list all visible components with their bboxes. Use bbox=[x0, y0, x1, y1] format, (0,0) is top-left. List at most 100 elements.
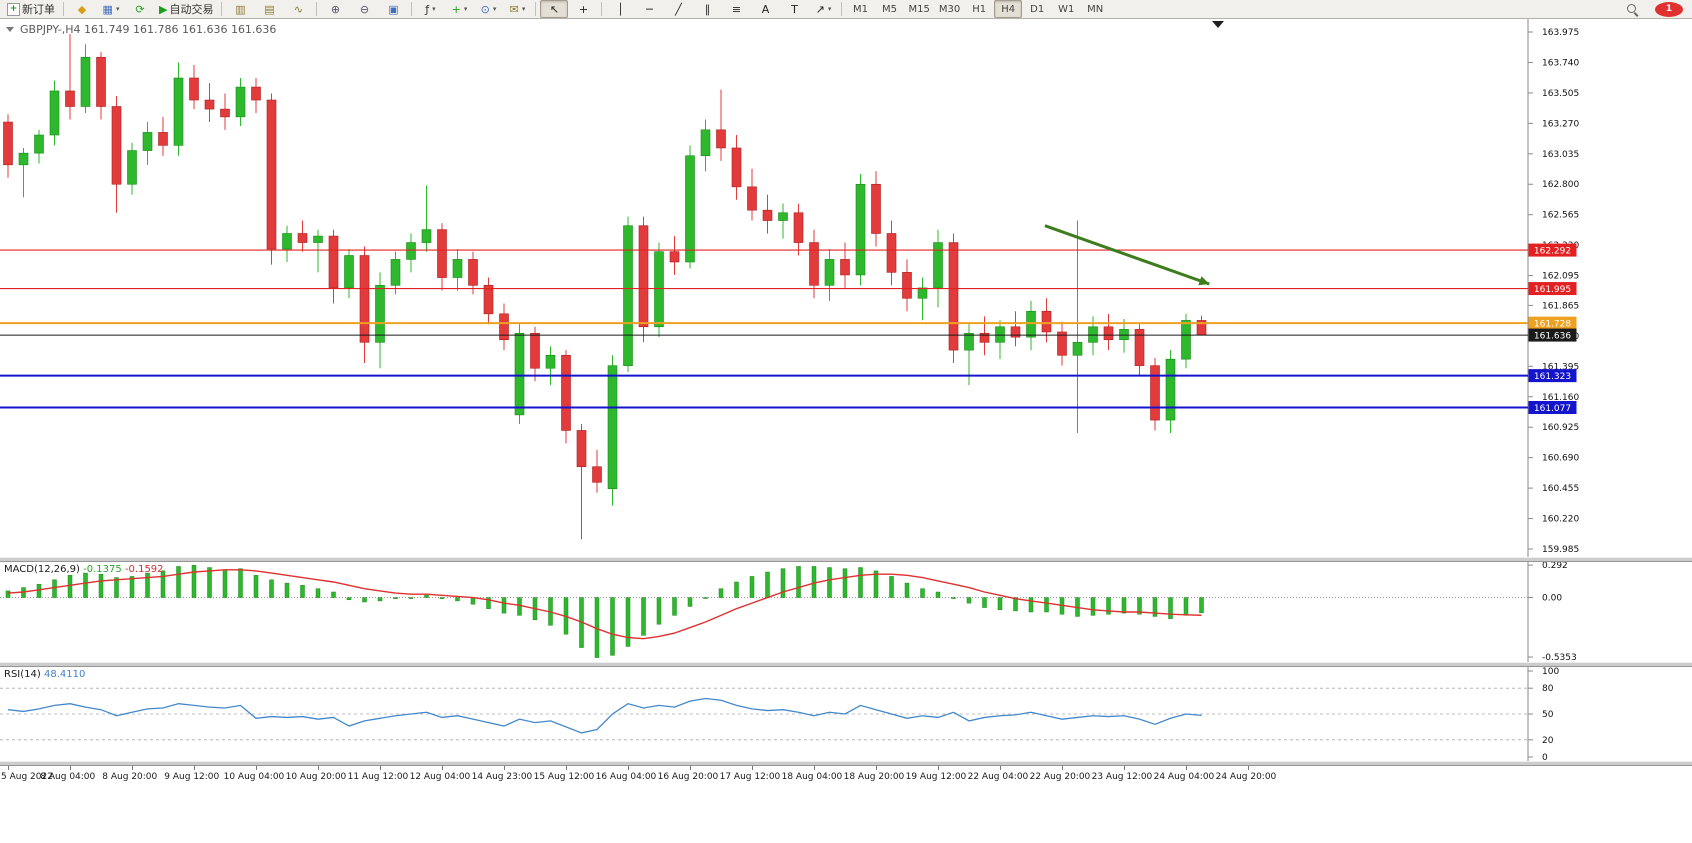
candlestick-chart-button[interactable]: ▤ bbox=[255, 0, 283, 18]
chart-collapse-icon[interactable] bbox=[6, 27, 14, 32]
time-axis-label: 17 Aug 12:00 bbox=[719, 772, 781, 782]
mql5-wizard-button[interactable]: ◆ bbox=[68, 0, 96, 18]
dropdown-caret-icon: ▾ bbox=[827, 5, 832, 13]
timeframe-w1-button[interactable]: W1 bbox=[1052, 0, 1080, 18]
new-chart-button[interactable]: ▦ ▾ bbox=[97, 0, 125, 18]
timeframe-h4-button-label: H4 bbox=[1001, 3, 1016, 15]
chart-window[interactable]: 163.975 163.740 163.505 163.270 163.035 162.8… bbox=[0, 19, 1692, 786]
timeframe-h1-button[interactable]: H1 bbox=[965, 0, 993, 18]
panel-separator[interactable] bbox=[0, 557, 1692, 562]
vertical-line-button[interactable]: │ bbox=[606, 0, 634, 18]
templates-button[interactable]: ✉ ▾ bbox=[503, 0, 531, 18]
bar-chart-button[interactable]: ▥ bbox=[226, 0, 254, 18]
timeframe-m5-button[interactable]: M5 bbox=[875, 0, 903, 18]
channel-icon: ∥ bbox=[704, 2, 711, 16]
rsi-value: 48.4110 bbox=[43, 669, 86, 680]
price-tick-label: 163.035 bbox=[1542, 150, 1579, 160]
candlestick bbox=[127, 150, 137, 185]
candlestick bbox=[685, 155, 695, 263]
zoom-in-button[interactable]: ⊕ bbox=[321, 0, 349, 18]
tile-windows-button[interactable]: ▣ bbox=[379, 0, 407, 18]
candlestick bbox=[561, 354, 571, 431]
channel-button[interactable]: ∥ bbox=[693, 0, 721, 18]
macd-tick-label: 0.292 bbox=[1542, 562, 1568, 571]
vertical-line-icon: │ bbox=[617, 2, 624, 16]
timeframe-h4-button[interactable]: H4 bbox=[994, 0, 1023, 18]
new-order-button[interactable]: + 新订单 bbox=[3, 0, 59, 18]
macd-histogram-bar bbox=[610, 597, 615, 656]
macd-histogram-bar bbox=[1152, 597, 1158, 617]
indicators-button[interactable]: ƒ ▾ bbox=[416, 0, 444, 18]
text-button[interactable]: A bbox=[751, 0, 779, 18]
crosshair-button[interactable]: + bbox=[569, 0, 597, 18]
price-chart-panel[interactable]: 163.975 163.740 163.505 163.270 163.035 162.8… bbox=[0, 19, 1692, 557]
price-tick-label: 160.455 bbox=[1542, 484, 1579, 494]
periods-button[interactable]: ⊙ ▾ bbox=[474, 0, 502, 18]
timeframe-m1-button[interactable]: M1 bbox=[846, 0, 874, 18]
indicators-icon: ƒ bbox=[425, 2, 430, 16]
time-axis-label: 9 Aug 12:00 bbox=[164, 772, 220, 782]
horizontal-line-button[interactable]: ─ bbox=[635, 0, 663, 18]
macd-histogram-bar bbox=[222, 569, 228, 598]
timeframe-w1-button-label: W1 bbox=[1058, 3, 1075, 15]
auto-trading-button[interactable]: ▶ 自动交易 bbox=[155, 0, 217, 18]
macd-histogram-bar bbox=[625, 597, 631, 647]
timeframe-m30-button[interactable]: M30 bbox=[935, 0, 964, 18]
text-label-button[interactable]: T bbox=[780, 0, 808, 18]
add-indicator-button[interactable]: + ▾ bbox=[445, 0, 473, 18]
price-tick-label: 160.925 bbox=[1542, 423, 1579, 433]
zoom-out-button[interactable]: ⊖ bbox=[350, 0, 378, 18]
search-button[interactable] bbox=[1624, 1, 1652, 18]
panel-separator[interactable] bbox=[0, 761, 1692, 766]
candlestick bbox=[468, 259, 478, 286]
text-label-icon: T bbox=[791, 2, 798, 16]
notification-badge[interactable]: 1 bbox=[1655, 1, 1683, 17]
price-tick-label: 163.975 bbox=[1542, 28, 1579, 38]
price-tick-label: 163.505 bbox=[1542, 89, 1579, 99]
rsi-panel[interactable]: 100 80 50 20 0 RSI(14) 48.4110 bbox=[0, 667, 1692, 761]
fibonacci-button[interactable]: ≡ bbox=[722, 0, 750, 18]
auto-trading-icon: ▶ bbox=[159, 2, 168, 16]
macd-histogram-bar bbox=[36, 583, 42, 598]
macd-canvas[interactable]: 0.292 0.00 -0.5353 bbox=[0, 562, 1692, 662]
profiles-button[interactable]: ⟳ bbox=[126, 0, 154, 18]
rsi-name: RSI(14) bbox=[4, 669, 41, 680]
candlestick bbox=[49, 90, 60, 136]
timeframe-mn-button-label: MN bbox=[1087, 3, 1104, 15]
rsi-canvas[interactable]: 100 80 50 20 0 bbox=[0, 667, 1692, 761]
trend-arrow-annotation[interactable] bbox=[1044, 224, 1210, 286]
price-chart-canvas[interactable]: 163.975 163.740 163.505 163.270 163.035 162.8… bbox=[0, 19, 1692, 557]
time-axis[interactable]: 5 Aug 2022 8 Aug 04:00 8 Aug 20:00 9 Aug 12… bbox=[0, 766, 1692, 786]
candlestick bbox=[1072, 342, 1083, 356]
candlestick bbox=[111, 106, 122, 185]
macd-histogram-bar bbox=[207, 567, 212, 598]
rsi-label: RSI(14) 48.4110 bbox=[4, 669, 85, 680]
macd-histogram-bar bbox=[889, 576, 894, 598]
arrows-button[interactable]: ↗ ▾ bbox=[809, 0, 837, 18]
cursor-button[interactable]: ↖ bbox=[540, 0, 569, 18]
time-axis-label: 24 Aug 04:00 bbox=[1153, 772, 1215, 782]
time-tick bbox=[1124, 766, 1125, 770]
rsi-tick-label: 0 bbox=[1542, 753, 1548, 761]
candlestick bbox=[406, 242, 416, 260]
notification-badge-label: 1 bbox=[1665, 4, 1673, 14]
candlestick bbox=[933, 242, 943, 289]
current-price-line-badge bbox=[1528, 328, 1577, 342]
trendline-button[interactable]: ╱ bbox=[664, 0, 692, 18]
time-tick bbox=[1248, 766, 1249, 770]
candlestick bbox=[576, 430, 587, 468]
line-chart-button[interactable]: ∿ bbox=[284, 0, 312, 18]
macd-panel[interactable]: 0.292 0.00 -0.5353 MACD(12,26,9) -0.1375 -… bbox=[0, 562, 1692, 662]
timeframe-mn-button[interactable]: MN bbox=[1081, 0, 1109, 18]
timeframe-d1-button[interactable]: D1 bbox=[1023, 0, 1051, 18]
rsi-tick-label: 100 bbox=[1542, 667, 1559, 677]
panel-separator[interactable] bbox=[0, 662, 1692, 667]
zoom-out-icon: ⊖ bbox=[359, 2, 370, 16]
timeframe-m15-button[interactable]: M15 bbox=[904, 0, 933, 18]
candlestick bbox=[607, 365, 618, 490]
candlestick bbox=[282, 233, 292, 250]
chart-shift-marker-icon[interactable] bbox=[1212, 21, 1224, 28]
candlestick bbox=[359, 255, 370, 343]
pivot-line-badge bbox=[1528, 316, 1577, 330]
candlestick bbox=[623, 225, 633, 366]
